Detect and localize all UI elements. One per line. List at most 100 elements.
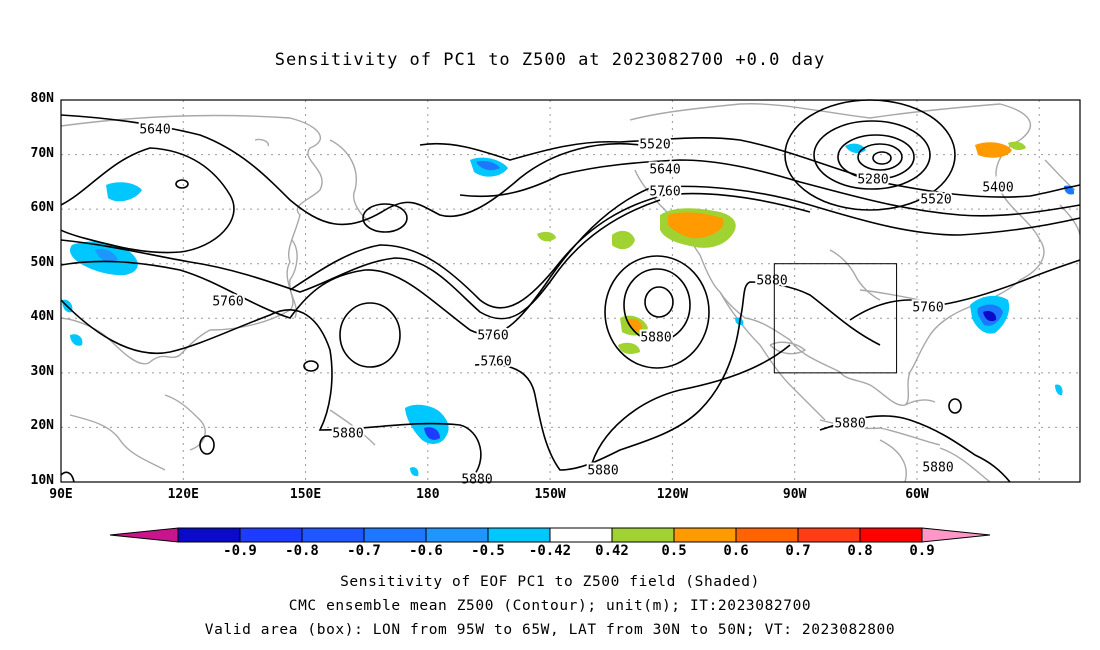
shade-positive: [668, 212, 724, 239]
colorbar-low-extend: [109, 527, 179, 543]
contour-5640: [459, 159, 1081, 217]
colorbar-label: -0.5: [471, 543, 505, 559]
colorbar-swatch: [487, 527, 551, 543]
lon-tick-label: 90W: [782, 487, 807, 502]
contour-low-pacific-inner: [644, 286, 674, 318]
contour-5880-east: [819, 415, 1011, 483]
contour-label: 5640: [139, 123, 170, 138]
colorbar-swatch: [363, 527, 427, 543]
contour-low-pacific-mid: [623, 268, 691, 342]
shade-negative: [983, 310, 997, 322]
contour-label: 5880: [834, 417, 865, 432]
contour-5520: [419, 137, 1081, 198]
colorbar-swatch: [301, 527, 365, 543]
lon-tick-label: 90E: [49, 487, 73, 502]
contour-5640-west: [60, 147, 235, 254]
lon-tick-label: 120E: [167, 487, 199, 502]
contour-labels: 5640 5520 5640 5760 5280 5400 5520 5760 5760 5880…: [137, 121, 1015, 490]
contour-low-pacific-outer: [604, 255, 710, 369]
contour-5880: [60, 299, 482, 481]
colorbar-label: -0.7: [347, 543, 381, 559]
colorbar-label: 0.7: [785, 543, 811, 559]
lat-tick-label: 60N: [30, 200, 54, 216]
contour-label: 5400: [982, 181, 1013, 196]
contour-label: 5880: [640, 331, 671, 346]
contour-low-hudson-5: [872, 151, 892, 165]
contour-label: 5640: [649, 163, 680, 178]
contour-label: 5520: [639, 138, 670, 153]
contour-label: 5880: [461, 473, 492, 488]
colorbar-swatch: [425, 527, 489, 543]
lon-tick-label: 120W: [656, 487, 689, 502]
colorbar-swatch: [859, 527, 923, 543]
colorbar-label: 0.42: [595, 543, 629, 559]
contour-label: 5760: [480, 355, 511, 370]
colorbar-label: 0.5: [661, 543, 687, 559]
colorbar-label: 0.8: [847, 543, 873, 559]
contour-5640-north: [60, 114, 641, 226]
shade-negative: [106, 182, 142, 202]
lat-tick-label: 70N: [30, 145, 54, 161]
contour-small-high-4: [948, 398, 962, 414]
shade-negative: [70, 334, 83, 346]
colorbar-swatch: [177, 527, 241, 543]
shade-positive: [537, 231, 556, 242]
z500-contours: [60, 99, 1081, 483]
contour-label: 5880: [587, 464, 618, 479]
lat-tick-label: 20N: [30, 418, 54, 434]
contour-label: 5760: [912, 301, 943, 316]
lat-tick-label: 80N: [30, 91, 54, 106]
page-title: Sensitivity of PC1 to Z500 at 2023082700…: [274, 50, 826, 70]
shade-positive: [1008, 141, 1026, 151]
lat-tick-label: 40N: [30, 309, 54, 325]
colorbar-label: 0.9: [909, 543, 935, 559]
shade-negative: [424, 427, 440, 440]
contour-5880-pacific: [474, 281, 881, 471]
colorbar-swatch: [611, 527, 675, 543]
colorbar-swatch: [239, 527, 303, 543]
shade-negative: [476, 160, 500, 171]
colorbar-label: -0.42: [528, 543, 572, 559]
shade-positive: [612, 230, 635, 250]
contour-label: 5880: [332, 427, 363, 442]
colorbar-swatch: [549, 527, 613, 543]
colorbar-high-extend: [921, 527, 991, 543]
contour-5760-mid: [60, 199, 661, 320]
contour-label: 5520: [920, 193, 951, 208]
lat-tick-label: 50N: [30, 254, 54, 270]
shade-negative: [95, 249, 118, 262]
lon-tick-label: 180: [416, 487, 440, 502]
contour-small-low-2: [339, 302, 401, 368]
contour-small-high-1: [175, 179, 189, 189]
contour-low-hudson-2: [813, 120, 931, 190]
lon-tick-label: 60W: [905, 487, 929, 502]
contour-label: 5880: [922, 461, 953, 476]
shade-negative: [1055, 384, 1063, 396]
contour-5760-outer: [289, 192, 811, 309]
colorbar: [109, 527, 991, 543]
footer-line-3: Valid area (box): LON from 95W to 65W, L…: [204, 622, 896, 638]
shade-positive: [975, 142, 1012, 158]
contour-5880-inner: [589, 344, 791, 471]
contour-corner: [60, 471, 75, 483]
colorbar-swatch: [735, 527, 799, 543]
contour-small-low-1: [362, 203, 408, 233]
contour-5760-east: [849, 259, 1081, 321]
coastlines: [60, 103, 1081, 483]
valid-area-box: [773, 263, 898, 374]
lat-lon-grid: [61, 100, 1080, 482]
map-border: [60, 99, 1081, 483]
contour-small-high-2: [303, 360, 319, 372]
contour-low-hudson-3: [837, 134, 915, 180]
colorbar-swatch: [797, 527, 861, 543]
lat-tick-label: 10N: [30, 473, 54, 488]
contour-label: 5760: [477, 329, 508, 344]
lon-tick-label: 150E: [289, 487, 322, 502]
contour-label: 5760: [649, 185, 680, 200]
contour-label: 5280: [857, 173, 888, 188]
colorbar-label: -0.6: [409, 543, 443, 559]
map-frame: [61, 100, 1080, 482]
contour-label: 5880: [756, 274, 787, 289]
contour-small-high-3: [199, 435, 215, 455]
